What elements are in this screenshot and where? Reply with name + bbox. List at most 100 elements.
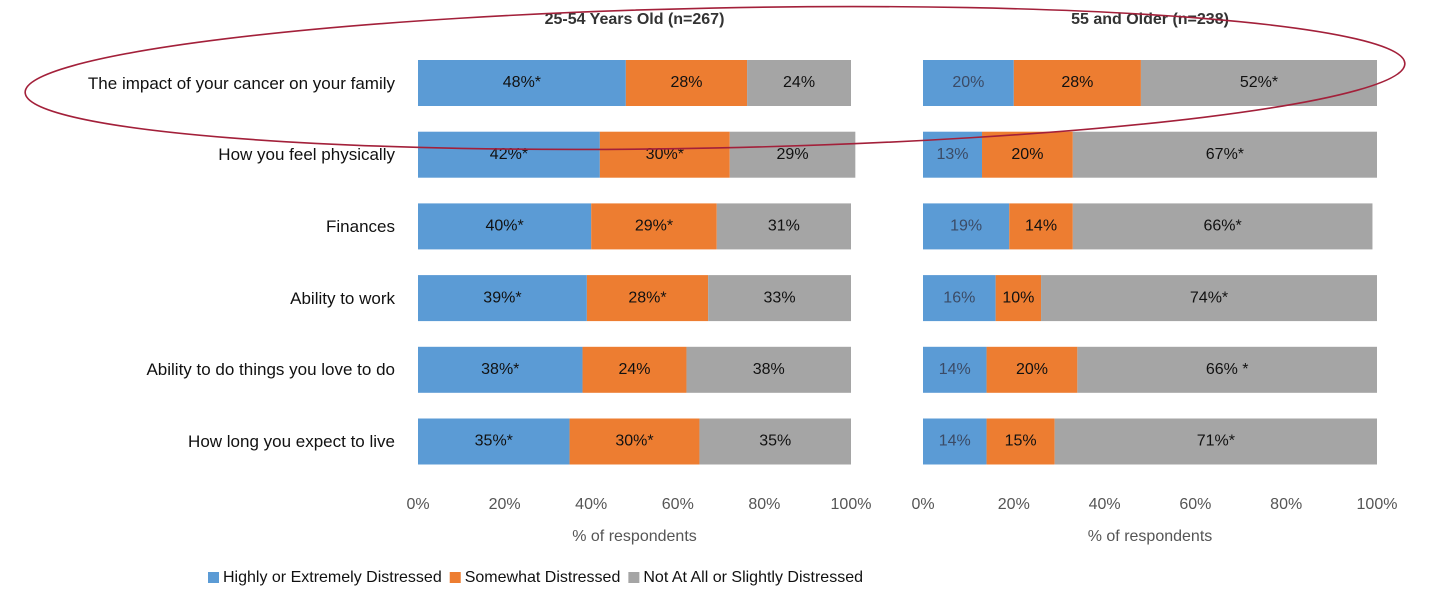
category-label: How you feel physically <box>20 125 395 185</box>
value-label: 24% <box>783 74 815 91</box>
bar-segment <box>986 346 1078 393</box>
category-text: Ability to do things you love to do <box>146 360 395 380</box>
value-label: 66%* <box>1204 218 1242 235</box>
value-label: 20% <box>1016 361 1048 378</box>
value-label: 14% <box>939 361 971 378</box>
x-tick-label: 60% <box>1179 496 1211 513</box>
bar-segment <box>686 346 851 393</box>
x-tick-label: 20% <box>489 496 521 513</box>
value-label: 10% <box>1002 289 1034 306</box>
value-label: 13% <box>936 146 968 163</box>
bar-segment <box>923 275 996 322</box>
category-label: Finances <box>20 196 395 256</box>
x-tick-label: 40% <box>1089 496 1121 513</box>
bar-segment <box>747 60 851 106</box>
x-tick-label: 80% <box>748 496 780 513</box>
bar-segment <box>625 60 748 106</box>
legend-swatch <box>208 572 219 583</box>
value-label: 24% <box>618 361 650 378</box>
value-label: 15% <box>1005 433 1037 450</box>
x-tick-label: 40% <box>575 496 607 513</box>
x-axis-label: % of respondents <box>572 528 697 545</box>
bar-segment <box>591 203 717 250</box>
value-label: 28% <box>1061 74 1093 91</box>
bar-segment <box>418 131 600 178</box>
bar-segment <box>982 131 1073 178</box>
value-label: 16% <box>943 289 975 306</box>
legend-label: Not At All or Slightly Distressed <box>643 569 863 586</box>
chart-title: 55 and Older (n=238) <box>1071 11 1229 28</box>
x-tick-label: 0% <box>911 496 934 513</box>
bar-segment <box>1054 418 1377 465</box>
legend-swatch <box>449 572 461 583</box>
value-label: 52%* <box>1240 74 1278 91</box>
bar-segment <box>599 131 730 178</box>
bar-segment <box>729 131 856 178</box>
bar-segment <box>418 418 570 465</box>
value-label: 67%* <box>1206 146 1244 163</box>
category-text: Ability to work <box>290 288 395 308</box>
category-text: Finances <box>326 216 395 236</box>
value-label: 66% * <box>1206 361 1249 378</box>
value-label: 14% <box>1025 218 1057 235</box>
bar-segment <box>986 418 1055 465</box>
value-label: 35%* <box>475 433 513 450</box>
value-label: 28% <box>670 74 702 91</box>
value-label: 48%* <box>503 74 541 91</box>
value-label: 29% <box>777 146 809 163</box>
bar-segment <box>923 60 1014 106</box>
bar-segment <box>1072 203 1373 250</box>
bar-segment <box>418 346 583 393</box>
x-axis-label: % of respondents <box>1088 528 1213 545</box>
category-text: The impact of your cancer on your family <box>87 73 395 93</box>
value-label: 30%* <box>646 146 684 163</box>
bar-segment <box>699 418 851 465</box>
bar-segment <box>569 418 700 465</box>
value-label: 30%* <box>615 433 653 450</box>
legend-label: Highly or Extremely Distressed <box>223 569 442 586</box>
value-label: 31% <box>768 218 800 235</box>
bar-segment <box>418 60 626 106</box>
value-label: 14% <box>939 433 971 450</box>
x-tick-label: 80% <box>1270 496 1302 513</box>
x-tick-label: 100% <box>1357 496 1398 513</box>
category-label: The impact of your cancer on your family <box>20 53 395 113</box>
category-label: How long you expect to live <box>20 412 395 472</box>
chart-title: 25-54 Years Old (n=267) <box>545 11 725 28</box>
value-label: 19% <box>950 218 982 235</box>
value-label: 35% <box>759 433 791 450</box>
value-label: 38%* <box>481 361 519 378</box>
value-label: 74%* <box>1190 289 1228 306</box>
category-text: How long you expect to live <box>188 432 395 451</box>
bar-segment <box>923 346 987 393</box>
value-label: 20% <box>952 74 984 91</box>
category-label: Ability to do things you love to do <box>20 340 395 400</box>
bar-segment <box>1140 60 1377 106</box>
x-tick-label: 0% <box>406 496 429 513</box>
bar-segment <box>582 346 687 393</box>
category-label: Ability to work <box>20 268 395 328</box>
legend-swatch <box>628 572 640 583</box>
value-label: 40%* <box>485 218 523 235</box>
bar-segment <box>418 275 587 322</box>
bar-segment <box>1041 275 1377 322</box>
bar-segment <box>995 275 1042 322</box>
bar-segment <box>1072 131 1377 178</box>
value-label: 29%* <box>635 218 673 235</box>
value-label: 28%* <box>628 289 666 306</box>
x-tick-label: 60% <box>662 496 694 513</box>
category-text: How you feel physically <box>218 145 395 165</box>
bar-segment <box>418 203 592 250</box>
bar-segment <box>586 275 709 322</box>
value-label: 38% <box>753 361 785 378</box>
bar-segment <box>708 275 851 322</box>
legend-label: Somewhat Distressed <box>465 569 621 586</box>
bar-segment <box>923 203 1010 250</box>
value-label: 33% <box>764 289 796 306</box>
bar-segment <box>1013 60 1141 106</box>
value-label: 71%* <box>1197 433 1235 450</box>
bar-segment <box>716 203 851 250</box>
highlight-ellipse <box>24 5 1406 151</box>
